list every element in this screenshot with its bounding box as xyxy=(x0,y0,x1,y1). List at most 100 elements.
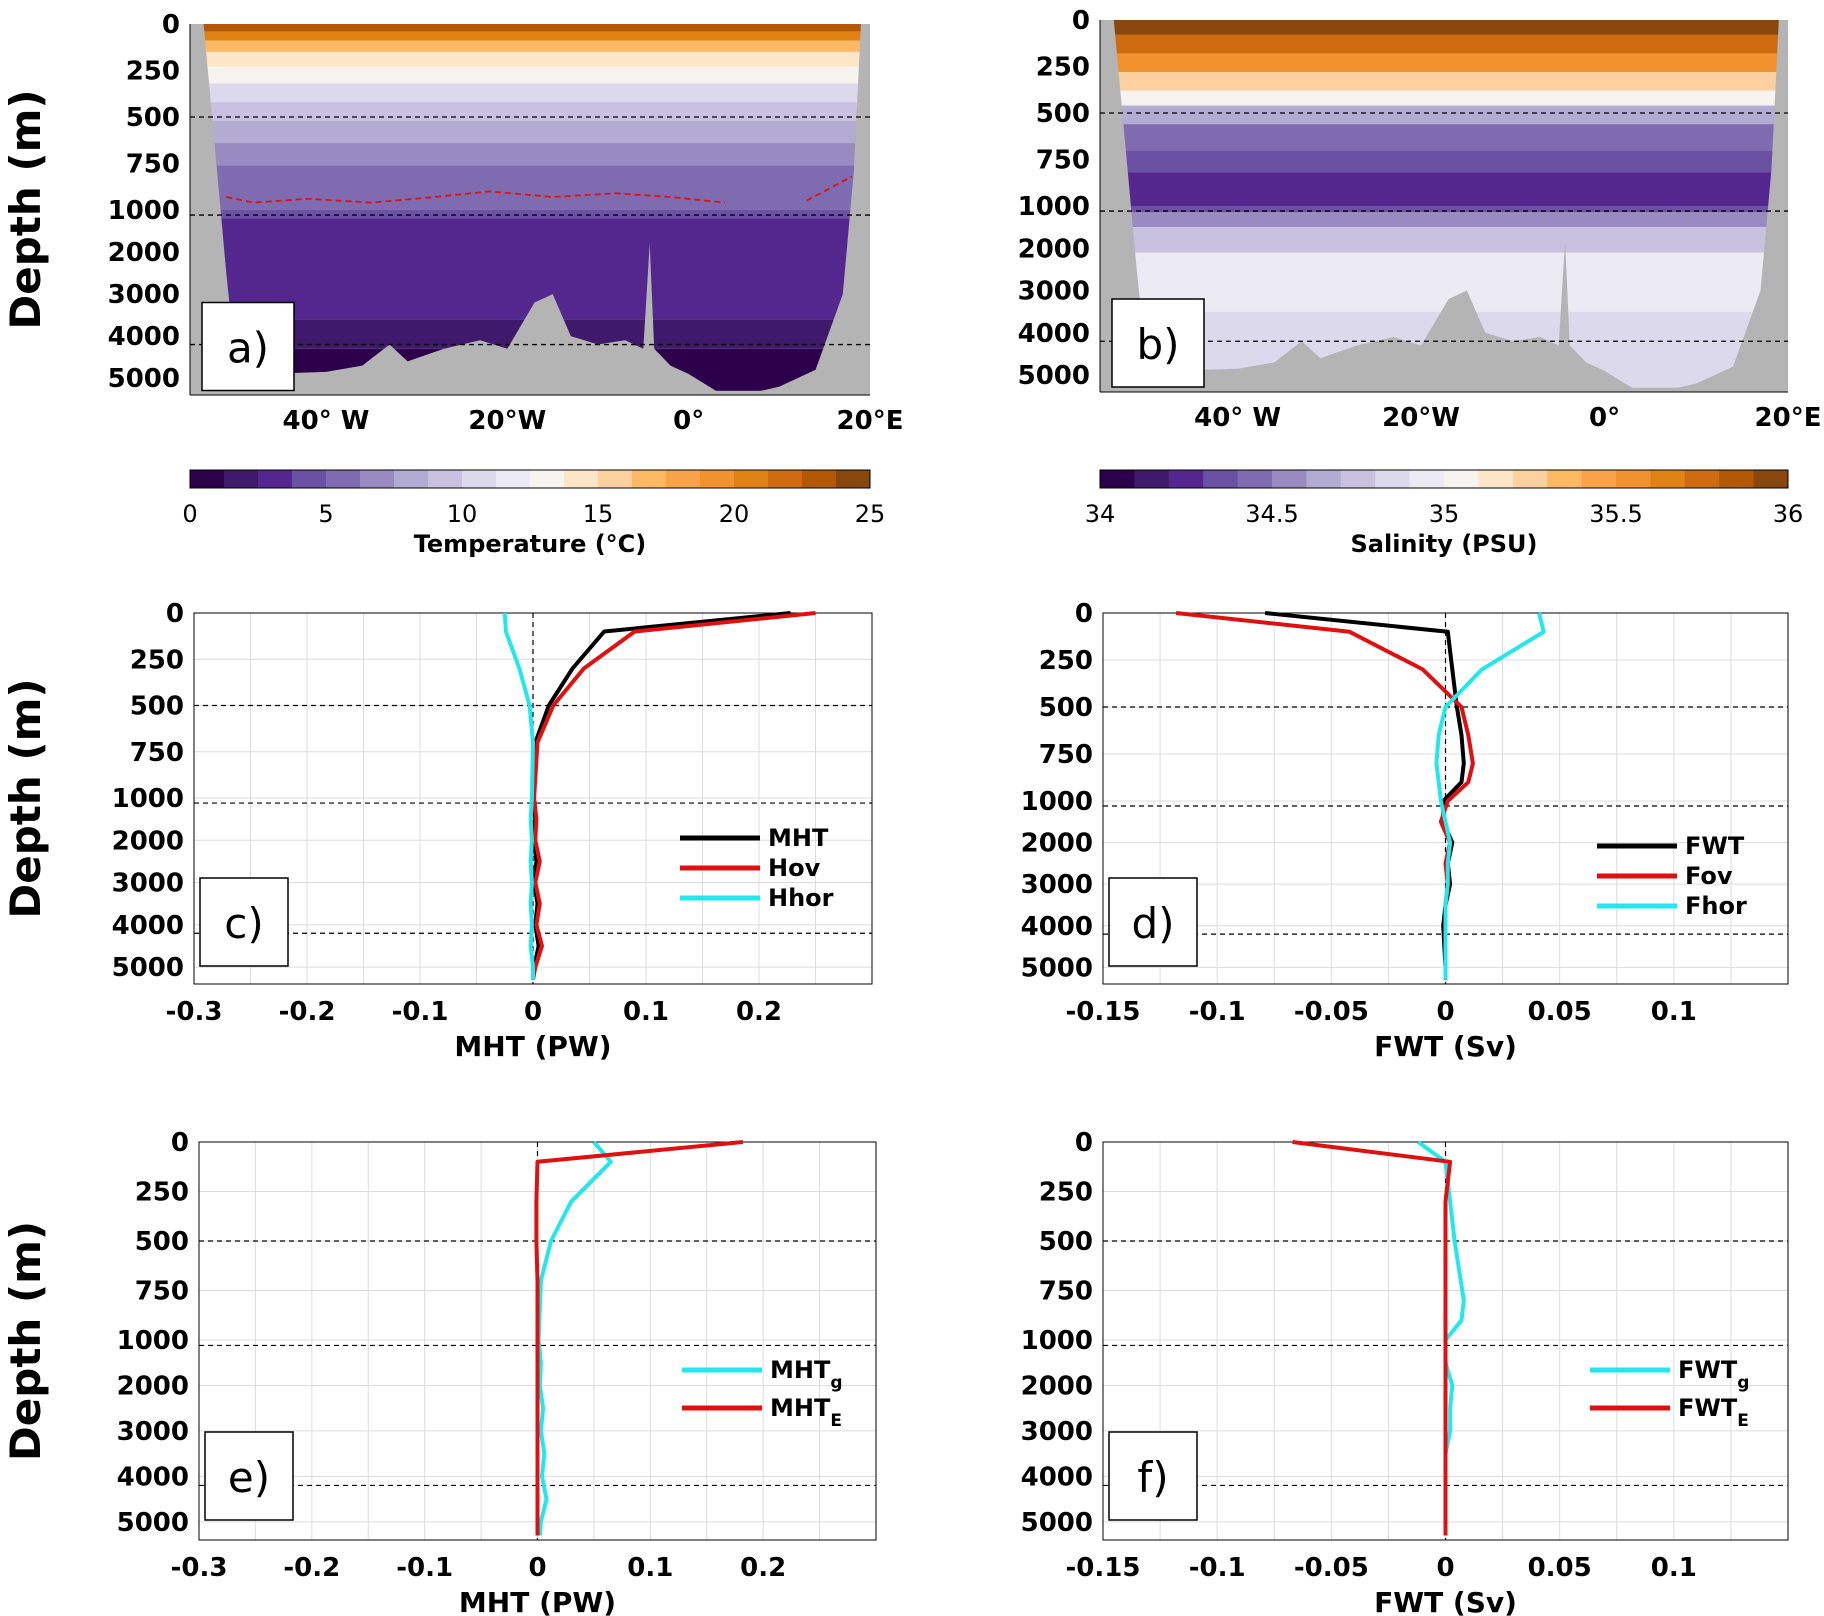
field-band xyxy=(1100,227,1788,253)
colorbar-frame xyxy=(1099,469,1789,489)
colorbar-swatch xyxy=(1753,470,1789,488)
colorbar-tick-label: 34 xyxy=(1085,500,1116,528)
colorbar-swatch xyxy=(734,470,769,488)
panel-label: d) xyxy=(1131,899,1174,948)
colorbar-swatch xyxy=(394,470,429,488)
colorbar-swatch xyxy=(1203,470,1239,488)
x-tick-label: 0 xyxy=(528,1553,546,1583)
longitude-tick-label: 20°W xyxy=(1382,403,1460,433)
x-tick-label: -0.15 xyxy=(1066,997,1141,1027)
colorbar-swatch xyxy=(598,470,633,488)
longitude-tick-label: 40° W xyxy=(283,406,370,436)
colorbar-swatch xyxy=(768,470,803,488)
x-tick-label: -0.1 xyxy=(1189,997,1246,1027)
legend-label: MHTg xyxy=(770,1356,843,1393)
x-axis-title: FWT (Sv) xyxy=(1374,1586,1517,1616)
legend-label: MHTE xyxy=(770,1394,842,1431)
depth-tick-label: 500 xyxy=(126,103,180,133)
panel-label-box xyxy=(1108,1431,1198,1521)
legend-label-subscript: g xyxy=(830,1373,842,1393)
x-tick-label: -0.05 xyxy=(1294,997,1369,1027)
depth-tick-label: 1000 xyxy=(1021,1326,1093,1356)
x-tick-label: -0.1 xyxy=(396,1553,453,1583)
series-line-fhor xyxy=(1434,612,1546,980)
field-band xyxy=(190,102,870,121)
legend-label: FWTg xyxy=(1678,1356,1749,1393)
colorbar-swatch xyxy=(1547,470,1583,488)
colorbar-swatch xyxy=(496,470,531,488)
colorbar-swatch xyxy=(1100,470,1135,488)
field-band xyxy=(1100,105,1788,125)
colorbar-tick-label: 25 xyxy=(855,500,886,528)
x-axis-title: MHT (PW) xyxy=(454,1030,611,1063)
x-tick-label: -0.1 xyxy=(1189,1553,1246,1583)
y-axis-title: Depth (m) xyxy=(1,89,50,329)
x-tick-label: 0.05 xyxy=(1528,997,1592,1027)
colorbar-swatch xyxy=(1719,470,1755,488)
x-axis-title: MHT (PW) xyxy=(459,1586,616,1616)
depth-tick-label: 1000 xyxy=(112,784,184,814)
depth-tick-label: 0 xyxy=(1072,6,1090,36)
depth-tick-label: 0 xyxy=(166,599,184,629)
field-band xyxy=(1100,34,1788,54)
colorbar-swatch xyxy=(326,470,361,488)
colorbar-swatch xyxy=(1306,470,1342,488)
depth-tick-label: 1000 xyxy=(1018,192,1090,222)
depth-tick-label: 250 xyxy=(1039,1178,1093,1208)
colorbar-swatch xyxy=(1650,470,1686,488)
x-tick-label: -0.15 xyxy=(1066,1553,1141,1583)
x-tick-label: 0.1 xyxy=(1651,1553,1697,1583)
panel-f-freshwater-transport-decomposition: 0 250 500 750 1000 2000 3000 4000 5000 -0.15 -0.1 -… xyxy=(1021,1128,1789,1616)
axes-border xyxy=(193,612,873,985)
depth-tick-label: 5000 xyxy=(112,953,184,983)
series-line-hhor xyxy=(502,612,535,980)
depth-tick-label: 500 xyxy=(1036,99,1090,129)
depth-tick-label: 3000 xyxy=(117,1417,189,1447)
x-tick-label: 0.1 xyxy=(627,1553,673,1583)
x-tick-label: -0.1 xyxy=(392,997,449,1027)
field-band xyxy=(1100,206,1788,213)
legend-label: Fov xyxy=(1685,862,1733,890)
panel-label: a) xyxy=(227,324,269,373)
depth-tick-label: 4000 xyxy=(1021,1462,1093,1492)
depth-tick-label: 750 xyxy=(1036,146,1090,176)
colorbar-title: Temperature (°C) xyxy=(414,530,647,558)
colorbar-swatch xyxy=(224,470,259,488)
colorbar-tick-label: 0 xyxy=(182,500,197,528)
depth-tick-label: 3000 xyxy=(1018,277,1090,307)
depth-tick-label: 2000 xyxy=(1018,234,1090,264)
depth-tick-label: 1000 xyxy=(117,1326,189,1356)
colorbar-swatch xyxy=(360,470,395,488)
depth-tick-label: 5000 xyxy=(117,1508,189,1538)
field-band xyxy=(190,120,870,144)
field-band xyxy=(190,143,870,166)
depth-tick-label: 2000 xyxy=(1021,1371,1093,1401)
x-tick-label: 0.05 xyxy=(1528,1553,1592,1583)
depth-tick-label: 5000 xyxy=(1021,1508,1093,1538)
field-band xyxy=(190,40,870,52)
colorbar-swatch xyxy=(1168,470,1204,488)
bathymetry-land xyxy=(1100,20,1788,392)
legend-label-main: MHT xyxy=(770,1394,831,1422)
depth-tick-label: 2000 xyxy=(108,238,180,268)
panel-label: b) xyxy=(1136,320,1179,369)
panel-label-box xyxy=(1108,877,1198,967)
depth-tick-label: 3000 xyxy=(112,869,184,899)
axes-border xyxy=(1102,1141,1789,1541)
depth-tick-label: 4000 xyxy=(112,911,184,941)
field-band xyxy=(190,66,870,84)
depth-tick-label: 5000 xyxy=(108,364,180,394)
field-band xyxy=(190,24,870,32)
field-band xyxy=(1100,212,1788,228)
colorbar-swatch xyxy=(462,470,497,488)
x-tick-label: 0.1 xyxy=(1651,997,1697,1027)
depth-tick-label: 2000 xyxy=(1021,829,1093,859)
legend-label: Hov xyxy=(768,854,821,882)
legend-label: FWTE xyxy=(1678,1394,1749,1431)
colorbar-swatch xyxy=(1237,470,1273,488)
colorbar-tick-label: 5 xyxy=(318,500,333,528)
field-band xyxy=(190,51,870,67)
bathymetry-floor xyxy=(190,390,870,395)
depth-tick-label: 4000 xyxy=(1018,319,1090,349)
depth-tick-label: 250 xyxy=(1039,646,1093,676)
